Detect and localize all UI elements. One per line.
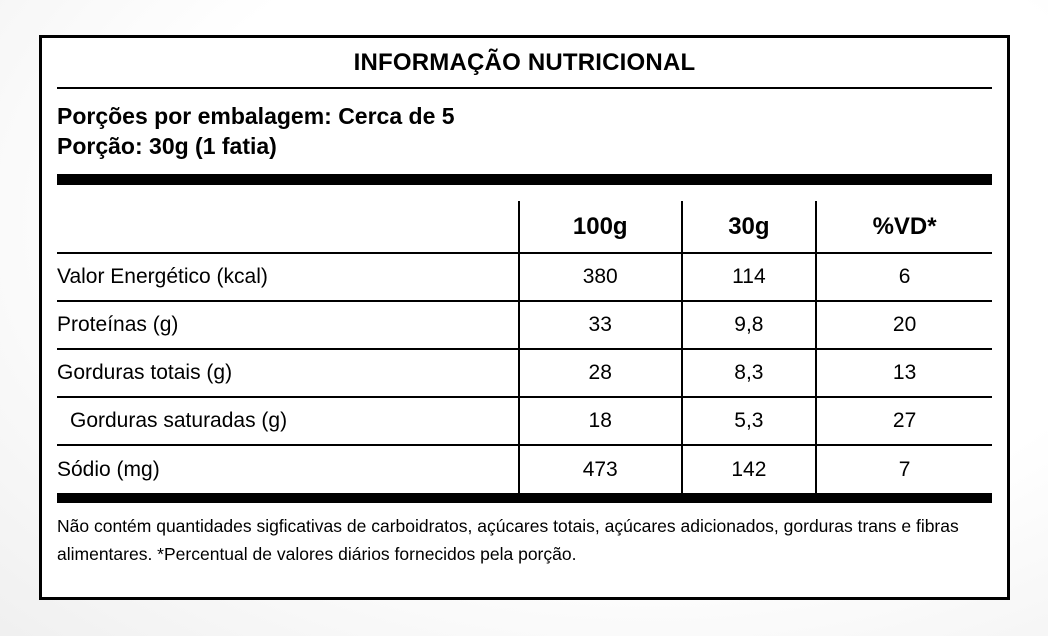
value-per-30g: 9,8	[680, 300, 817, 349]
value-per-100g: 28	[517, 348, 682, 397]
title-block: INFORMAÇÃO NUTRICIONAL	[57, 38, 992, 89]
servings-per-package-line: Porções por embalagem: Cerca de 5	[57, 103, 455, 129]
value-vd-percent: 20	[815, 300, 992, 349]
nutrition-table: 100g 30g %VD* Valor Energético (kcal) 38…	[57, 201, 992, 493]
value-vd-percent: 6	[815, 252, 992, 301]
column-header-30g: 30g	[680, 201, 817, 253]
nutrient-label: Proteínas (g)	[57, 300, 519, 349]
page-title: INFORMAÇÃO NUTRICIONAL	[353, 48, 696, 76]
value-per-30g: 114	[680, 252, 817, 301]
table-header-row: 100g 30g %VD*	[57, 201, 992, 253]
footnote-text: Não contém quantidades sigficativas de c…	[57, 516, 959, 564]
table-row: Gorduras saturadas (g) 18 5,3 27	[57, 396, 992, 445]
value-per-100g: 33	[517, 300, 682, 349]
portions-block: Porções por embalagem: Cerca de 5 Porção…	[57, 89, 992, 174]
column-header-100g: 100g	[517, 201, 682, 253]
value-vd-percent: 13	[815, 348, 992, 397]
table-row: Sódio (mg) 473 142 7	[57, 444, 992, 493]
table-row: Valor Energético (kcal) 380 114 6	[57, 252, 992, 301]
column-header-empty	[57, 201, 519, 253]
value-vd-percent: 27	[815, 396, 992, 445]
nutrient-label: Gorduras saturadas (g)	[57, 396, 519, 445]
nutrient-label: Sódio (mg)	[57, 444, 519, 493]
table-row: Gorduras totais (g) 28 8,3 13	[57, 348, 992, 397]
column-header-vd: %VD*	[815, 201, 992, 253]
value-per-30g: 142	[680, 444, 817, 493]
nutrient-label: Gorduras totais (g)	[57, 348, 519, 397]
nutrient-label: Valor Energético (kcal)	[57, 252, 519, 301]
value-vd-percent: 7	[815, 444, 992, 493]
divider-bar-top	[57, 174, 992, 185]
value-per-30g: 8,3	[680, 348, 817, 397]
value-per-30g: 5,3	[680, 396, 817, 445]
table-row: Proteínas (g) 33 9,8 20	[57, 300, 992, 349]
nutrition-label-card: INFORMAÇÃO NUTRICIONAL Porções por embal…	[39, 35, 1010, 600]
portion-size-line: Porção: 30g (1 fatia)	[57, 133, 277, 159]
value-per-100g: 473	[517, 444, 682, 493]
value-per-100g: 380	[517, 252, 682, 301]
value-per-100g: 18	[517, 396, 682, 445]
divider-bar-bottom	[57, 493, 992, 503]
